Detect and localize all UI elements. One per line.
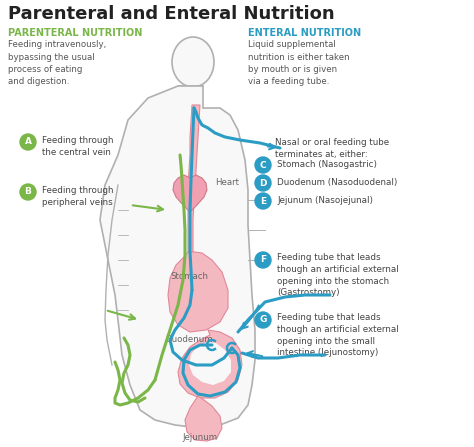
Text: A: A bbox=[25, 138, 31, 147]
Text: Parenteral and Enteral Nutrition: Parenteral and Enteral Nutrition bbox=[8, 5, 335, 23]
Text: F: F bbox=[260, 256, 266, 265]
Polygon shape bbox=[100, 86, 255, 428]
Polygon shape bbox=[178, 330, 242, 398]
Polygon shape bbox=[189, 342, 231, 385]
Circle shape bbox=[255, 157, 271, 173]
Text: Feeding tube that leads
though an artificial external
opening into the small
int: Feeding tube that leads though an artifi… bbox=[277, 313, 399, 358]
Text: ENTERAL NUTRITION: ENTERAL NUTRITION bbox=[248, 28, 361, 38]
Text: Nasal or oral feeding tube
terminates at, either:: Nasal or oral feeding tube terminates at… bbox=[275, 138, 389, 159]
Text: Feeding through
the central vein: Feeding through the central vein bbox=[42, 136, 113, 157]
Text: PARENTERAL NUTRITION: PARENTERAL NUTRITION bbox=[8, 28, 142, 38]
Text: Feeding through
peripheral veins: Feeding through peripheral veins bbox=[42, 186, 113, 207]
Circle shape bbox=[255, 252, 271, 268]
Circle shape bbox=[20, 134, 36, 150]
Text: Stomach (Nasogastric): Stomach (Nasogastric) bbox=[277, 160, 377, 169]
Polygon shape bbox=[188, 105, 200, 252]
Polygon shape bbox=[168, 252, 228, 332]
Text: Jejunum: Jejunum bbox=[182, 433, 218, 442]
Text: C: C bbox=[260, 160, 266, 169]
Text: Feeding intravenously,
bypassing the usual
process of eating
and digestion.: Feeding intravenously, bypassing the usu… bbox=[8, 40, 106, 87]
Text: Jejunum (Nasojejunal): Jejunum (Nasojejunal) bbox=[277, 196, 373, 205]
Circle shape bbox=[255, 175, 271, 191]
Circle shape bbox=[20, 184, 36, 200]
Ellipse shape bbox=[172, 37, 214, 87]
Text: Duodenum (Nasoduodenal): Duodenum (Nasoduodenal) bbox=[277, 178, 397, 187]
Text: Feeding tube that leads
though an artificial external
opening into the stomach
(: Feeding tube that leads though an artifi… bbox=[277, 253, 399, 297]
Polygon shape bbox=[185, 396, 222, 441]
Circle shape bbox=[255, 312, 271, 328]
Polygon shape bbox=[178, 86, 203, 108]
Text: Liquid supplemental
nutrition is either taken
by mouth or is given
via a feeding: Liquid supplemental nutrition is either … bbox=[248, 40, 350, 87]
Text: E: E bbox=[260, 197, 266, 206]
Text: D: D bbox=[259, 178, 267, 187]
Text: Duodenum: Duodenum bbox=[165, 335, 213, 344]
Text: Stomach: Stomach bbox=[170, 272, 208, 281]
Circle shape bbox=[255, 193, 271, 209]
Text: B: B bbox=[25, 187, 31, 197]
Text: G: G bbox=[259, 316, 267, 325]
Polygon shape bbox=[173, 175, 207, 212]
Text: Heart: Heart bbox=[215, 178, 239, 187]
